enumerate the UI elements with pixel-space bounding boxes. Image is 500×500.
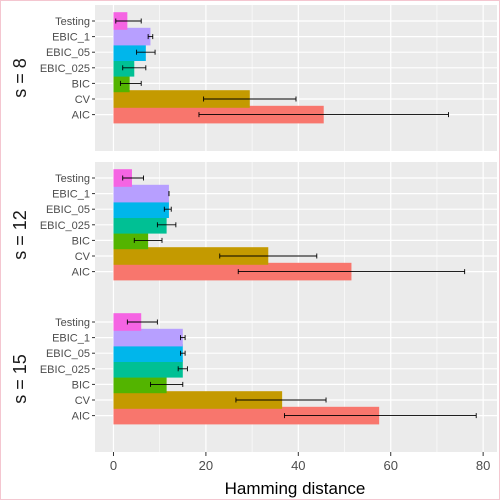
bar-cv [113,90,250,108]
y-tick-label: Testing [55,173,90,185]
x-tick-label: 40 [291,458,305,473]
panel-1: Testing EBIC_1 EBIC_05 EBIC_025 BIC CV AIC s = … [10,162,497,308]
panel-2: Testing EBIC_1 EBIC_05 EBIC_025 BIC CV AIC s = … [10,306,497,452]
bar-aic [113,262,352,281]
error-bar [133,237,163,243]
facet-label: s = 8 [10,58,30,98]
bar-ebic-05 [113,43,146,61]
y-tick-label: BIC [72,235,90,247]
x-tick-label: 80 [476,458,490,473]
y-tick-label: EBIC_1 [52,333,90,345]
x-tick-label: 0 [110,458,117,473]
error-bar [122,65,147,71]
error-bar [283,413,477,419]
y-tick-label: EBIC_05 [46,204,90,216]
x-axis: 0 20 40 60 80 [110,452,490,473]
error-bar [180,335,186,341]
error-bar [122,175,144,181]
y-tick-label: EBIC_1 [52,189,90,201]
bar-ebic-025 [113,360,183,378]
y-tick-label: EBIC_025 [40,364,90,376]
error-bar [136,49,156,55]
bar-bic [113,375,167,394]
error-bar [156,222,177,228]
y-tick-label: AIC [72,267,90,279]
y-tick-label: CV [75,251,91,263]
error-bar [115,18,142,24]
bar-ebic-1 [113,184,169,203]
error-bar [147,34,154,40]
y-tick-label: AIC [72,110,90,122]
y-tick-label: EBIC_025 [40,220,90,232]
bar-ebic-1 [113,27,151,46]
bar-ebic-05 [113,344,183,362]
bar-aic [113,406,380,425]
error-bar [119,80,142,86]
bar-bic [113,231,149,250]
y-tick-label: EBIC_025 [40,63,90,75]
y-tick-label: BIC [72,379,90,391]
y-tick-label: Testing [55,16,90,28]
bar-cv [113,247,269,265]
facet-label: s = 15 [10,354,30,404]
x-tick-label: 60 [383,458,397,473]
error-bar [198,112,449,118]
error-bar [126,319,158,325]
facet-label: s = 12 [10,210,30,260]
bar-ebic-05 [113,200,169,218]
error-bar [235,397,327,403]
panel-background [95,5,497,151]
y-tick-label: EBIC_1 [52,32,90,44]
error-bar [219,253,318,259]
bar-cv [113,391,283,409]
y-tick-label: EBIC_05 [46,47,90,59]
x-axis-title: Hamming distance [225,479,366,498]
x-tick-label: 20 [199,458,213,473]
error-bar [149,381,184,387]
error-bar [180,350,186,356]
y-tick-label: CV [75,94,91,106]
y-tick-label: EBIC_05 [46,348,90,360]
y-tick-label: Testing [55,317,90,329]
y-tick-label: BIC [72,78,90,90]
error-bar [203,96,297,102]
error-bar [177,366,188,372]
bar-ebic-025 [113,216,167,234]
panel-0: Testing EBIC_1 EBIC_05 EBIC_025 BIC CV AIC s = … [10,5,497,151]
y-tick-label: AIC [72,411,90,423]
error-bar [163,206,172,212]
y-tick-label: CV [75,395,91,407]
bar-ebic-1 [113,328,183,347]
error-bar [237,269,466,275]
facet-panels: Testing EBIC_1 EBIC_05 EBIC_025 BIC CV AIC s = … [10,5,497,452]
